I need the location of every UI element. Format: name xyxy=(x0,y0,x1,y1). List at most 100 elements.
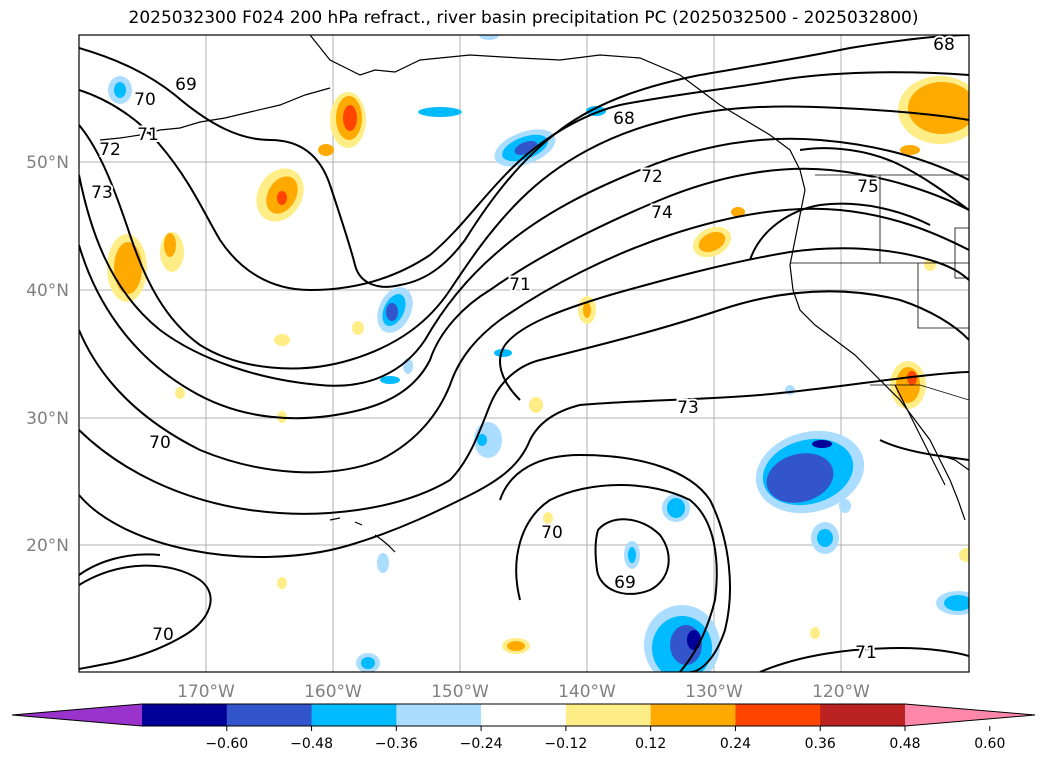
contour-line xyxy=(799,147,969,211)
precip-patch xyxy=(944,595,969,611)
map-area xyxy=(79,35,969,672)
contour-label: 70 xyxy=(541,523,563,543)
contour-line xyxy=(594,518,670,595)
contour-label: 69 xyxy=(175,75,197,95)
precip-patch xyxy=(766,453,834,503)
colorbar-tick-label: −0.12 xyxy=(544,736,587,752)
contour-line xyxy=(79,137,969,387)
contour-label: 73 xyxy=(677,398,699,418)
precip-patch xyxy=(175,387,185,399)
longitude-labels: 170°W 160°W 150°W 140°W 130°W 120°W xyxy=(177,682,870,702)
contour-label: 74 xyxy=(651,203,673,223)
colorbar-tick-label: −0.24 xyxy=(460,736,503,752)
precip-patch xyxy=(529,397,543,413)
precip-patch xyxy=(586,106,606,116)
precip-patch xyxy=(386,303,398,321)
lat-label: 40°N xyxy=(26,281,69,301)
contour-label: 70 xyxy=(149,433,171,453)
colorbar-bin xyxy=(396,704,482,726)
precip-patch xyxy=(817,529,833,547)
colorbar-tick-label: 0.12 xyxy=(635,736,666,752)
precip-patch xyxy=(507,641,525,651)
contour-line xyxy=(79,35,969,288)
precip-patch xyxy=(839,499,851,513)
coastline-aleutians xyxy=(99,87,331,141)
colorbar-tick-label: 0.48 xyxy=(889,736,920,752)
precip-patch xyxy=(731,207,745,217)
lon-label: 130°W xyxy=(685,682,743,702)
precip-patch xyxy=(474,422,502,458)
precip-patch xyxy=(114,242,142,294)
colorbar: −0.60 −0.48 −0.36 −0.24 −0.12 0.12 0.24 0.36 0.4… xyxy=(11,703,1036,752)
contour-label: 70 xyxy=(134,90,156,110)
contour-line xyxy=(749,202,931,261)
precip-patch xyxy=(352,321,364,335)
latitude-labels: 50°N 40°N 30°N 20°N xyxy=(26,153,69,556)
colorbar-bin xyxy=(142,704,228,726)
precip-patch xyxy=(277,577,287,589)
map-title: 2025032300 F024 200 hPa refract., river … xyxy=(128,8,919,28)
precipitation-patches xyxy=(107,35,969,672)
colorbar-tick-label: −0.48 xyxy=(290,736,333,752)
colorbar-tick-label: −0.36 xyxy=(375,736,418,752)
contour-line xyxy=(79,290,969,515)
colorbar-extend-high xyxy=(905,704,1035,726)
precip-patch xyxy=(583,302,591,318)
contour-line xyxy=(79,167,969,420)
contour-label: 72 xyxy=(99,140,121,160)
precip-patch xyxy=(479,35,499,40)
contour-label: 68 xyxy=(933,35,955,55)
precip-patch xyxy=(114,82,126,98)
colorbar-bin xyxy=(820,704,906,726)
colorbar-bin xyxy=(565,704,652,726)
precip-patch xyxy=(924,259,936,271)
contour-line xyxy=(79,105,969,370)
precip-patch xyxy=(900,145,920,155)
contour-line xyxy=(79,371,969,558)
precip-patch xyxy=(687,630,701,650)
lat-label: 20°N xyxy=(26,536,69,556)
refractivity-contours xyxy=(79,35,969,672)
precip-patch xyxy=(318,144,334,156)
precip-patch xyxy=(667,498,685,518)
precip-patch xyxy=(812,440,832,448)
precip-patch xyxy=(907,371,917,385)
coastline xyxy=(99,35,969,553)
precip-patch xyxy=(380,376,400,384)
borders xyxy=(790,174,969,401)
coastline-baja xyxy=(894,384,946,486)
coastline-west-us xyxy=(789,189,966,521)
colorbar-tick-label: 0.24 xyxy=(720,736,751,752)
colorbar-bin xyxy=(481,704,567,726)
contour-line xyxy=(759,646,969,672)
coastline-alaska xyxy=(309,35,806,191)
contour-line xyxy=(79,553,161,576)
contour-label: 72 xyxy=(641,167,663,187)
precip-patch xyxy=(164,233,176,257)
colorbar-bin xyxy=(311,704,397,726)
lon-label: 140°W xyxy=(558,682,616,702)
map-frame xyxy=(78,34,970,673)
contour-label: 70 xyxy=(152,625,174,645)
contour-labels: 68 69 70 71 72 73 74 75 70 69 70 71 73 7… xyxy=(89,33,957,665)
colorbar-bin xyxy=(735,704,821,726)
colorbar-bin xyxy=(650,704,736,726)
lat-label: 50°N xyxy=(26,153,69,173)
colorbar-tick-label: 0.60 xyxy=(974,736,1005,752)
precip-patch xyxy=(698,231,726,253)
contour-label: 68 xyxy=(613,109,635,129)
contour-label: 71 xyxy=(137,125,159,145)
hawaii xyxy=(329,517,396,553)
lon-label: 160°W xyxy=(304,682,362,702)
contour-label: 73 xyxy=(91,183,113,203)
colorbar-tick-label: 0.36 xyxy=(805,736,836,752)
precip-patch xyxy=(810,627,820,639)
contour-line xyxy=(515,484,718,672)
precip-patch xyxy=(477,434,487,446)
contour-line xyxy=(499,453,731,672)
colorbar-tick-label: −0.60 xyxy=(205,736,248,752)
precip-patch xyxy=(274,334,290,346)
contour-line xyxy=(79,71,969,292)
precip-patch xyxy=(377,553,389,573)
